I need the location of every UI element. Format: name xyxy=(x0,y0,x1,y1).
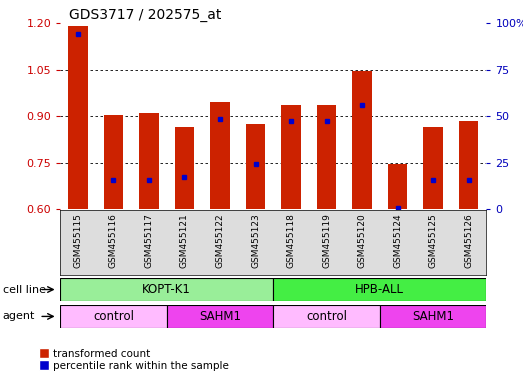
Bar xyxy=(60,305,167,328)
Bar xyxy=(423,127,443,209)
Bar xyxy=(60,278,273,301)
Text: GSM455126: GSM455126 xyxy=(464,213,473,268)
Bar xyxy=(380,305,486,328)
Bar xyxy=(273,278,486,301)
Text: HPB-ALL: HPB-ALL xyxy=(355,283,404,296)
Text: cell line: cell line xyxy=(3,285,46,295)
Bar xyxy=(104,114,123,209)
Text: GSM455123: GSM455123 xyxy=(251,213,260,268)
Text: GSM455117: GSM455117 xyxy=(144,213,153,268)
Text: SAHM1: SAHM1 xyxy=(199,310,241,323)
Bar xyxy=(388,164,407,209)
Text: GSM455124: GSM455124 xyxy=(393,213,402,268)
Bar xyxy=(68,26,88,209)
Legend: transformed count, percentile rank within the sample: transformed count, percentile rank withi… xyxy=(37,344,233,375)
Bar xyxy=(246,124,265,209)
Text: GSM455116: GSM455116 xyxy=(109,213,118,268)
Text: GSM455119: GSM455119 xyxy=(322,213,331,268)
Text: control: control xyxy=(93,310,134,323)
Text: SAHM1: SAHM1 xyxy=(412,310,454,323)
Text: control: control xyxy=(306,310,347,323)
Bar xyxy=(210,102,230,209)
Bar xyxy=(353,71,372,209)
Bar xyxy=(175,127,194,209)
Text: GSM455121: GSM455121 xyxy=(180,213,189,268)
Text: GSM455125: GSM455125 xyxy=(429,213,438,268)
Bar xyxy=(459,121,479,209)
Text: GDS3717 / 202575_at: GDS3717 / 202575_at xyxy=(69,8,221,22)
Text: GSM455115: GSM455115 xyxy=(73,213,83,268)
Bar xyxy=(273,305,380,328)
Bar xyxy=(139,113,158,209)
Text: GSM455122: GSM455122 xyxy=(215,213,224,268)
Bar xyxy=(281,105,301,209)
Bar xyxy=(167,305,274,328)
Text: KOPT-K1: KOPT-K1 xyxy=(142,283,191,296)
Text: GSM455120: GSM455120 xyxy=(358,213,367,268)
Text: GSM455118: GSM455118 xyxy=(287,213,295,268)
Bar xyxy=(317,105,336,209)
Text: agent: agent xyxy=(3,311,35,321)
